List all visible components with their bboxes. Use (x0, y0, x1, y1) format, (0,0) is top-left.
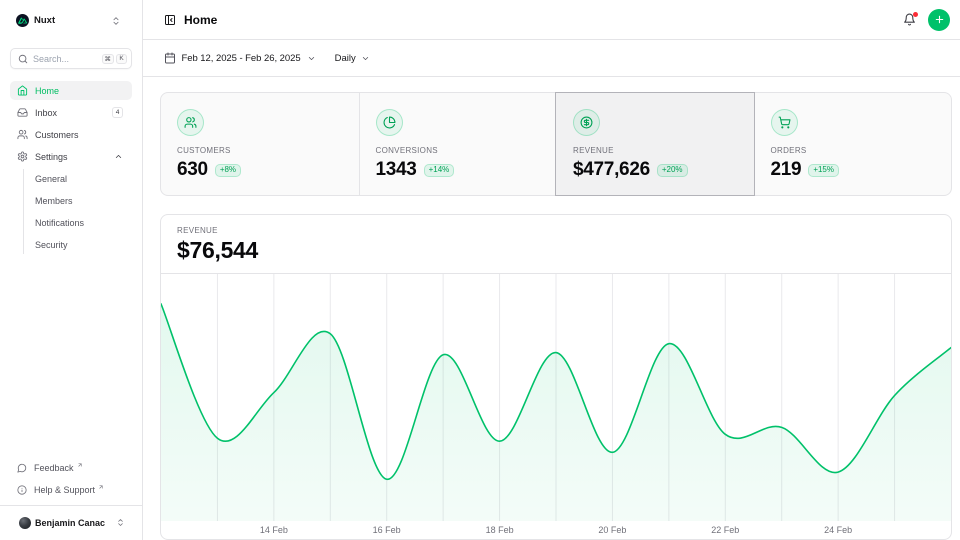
stat-label: CONVERSIONS (375, 146, 438, 155)
chart-total: $76,544 (177, 237, 259, 263)
collapse-sidebar-button[interactable] (164, 14, 176, 26)
notification-dot (913, 11, 918, 17)
stat-delta-badge: +15% (808, 163, 839, 177)
team-name: Nuxt (34, 15, 56, 26)
chart-pie-icon (375, 109, 403, 136)
nuxt-logo (16, 14, 29, 27)
inbox-icon (17, 107, 28, 118)
chart-kicker: REVENUE (177, 226, 218, 235)
search-placeholder: Search... (33, 53, 70, 64)
message-circle-icon (17, 463, 27, 473)
team-selector[interactable]: Nuxt (10, 10, 132, 31)
user-name: Benjamin Canac (35, 517, 106, 528)
sidebar-item-security[interactable]: Security (35, 235, 132, 254)
x-axis-tick: 24 Feb (824, 525, 853, 535)
revenue-area-chart (161, 274, 951, 521)
sidebar-item-settings[interactable]: Settings (10, 147, 132, 166)
date-range-label: Feb 12, 2025 - Feb 26, 2025 (181, 52, 301, 64)
stat-delta-badge: +20% (656, 163, 688, 177)
stat-card-conversions[interactable]: CONVERSIONS 1343 +14% (358, 93, 557, 195)
help-support-label: Help & Support (34, 484, 96, 495)
kbd-k: K (116, 53, 127, 64)
stat-label: CUSTOMERS (177, 146, 231, 155)
x-axis-labels: 14 Feb 16 Feb 18 Feb 20 Feb 22 Feb 24 Feb (161, 521, 951, 539)
sidebar-item-home[interactable]: Home (10, 81, 132, 100)
sidebar-item-label: Inbox (35, 107, 58, 118)
period-select[interactable]: Daily (335, 53, 370, 64)
settings-subnav: General Members Notifications Security (23, 169, 132, 254)
feedback-link[interactable]: Feedback (10, 458, 132, 477)
sidebar-item-notifications[interactable]: Notifications (35, 213, 132, 232)
stat-delta-badge: +14% (423, 163, 455, 177)
sub-item-label: Security (35, 239, 68, 250)
info-icon (17, 484, 27, 495)
revenue-chart-card: REVENUE $76,544 14 Feb 16 Feb 18 Feb 20 Feb… (160, 214, 952, 540)
toolbar: Feb 12, 2025 - Feb 26, 2025 Daily (143, 40, 960, 77)
period-select-value: Daily (334, 52, 356, 64)
main-panel: Home Feb 12, 2025 - Feb 26, 2025 (143, 0, 960, 540)
x-axis-tick: 18 Feb (485, 525, 514, 535)
x-axis-tick: 22 Feb (711, 525, 740, 535)
sidebar-nav: Home Inbox 4 Customers (10, 81, 132, 254)
stat-value: $477,626 (573, 159, 650, 180)
x-axis-tick: 14 Feb (259, 525, 288, 535)
stat-card-customers[interactable]: CUSTOMERS 630 +8% (161, 93, 359, 195)
shopping-cart-icon (770, 109, 798, 136)
inbox-count-badge: 4 (112, 107, 123, 118)
x-axis-tick: 20 Feb (598, 525, 627, 535)
sidebar-item-customers[interactable]: Customers (10, 125, 132, 144)
sidebar-item-label: Settings (35, 151, 68, 162)
calendar-icon (164, 52, 176, 64)
external-link-icon (98, 484, 104, 490)
x-axis-tick: 16 Feb (372, 525, 401, 535)
stat-card-orders[interactable]: ORDERS 219 +15% (754, 93, 952, 195)
stat-value: 219 (770, 159, 802, 180)
chevrons-up-down-icon (116, 518, 125, 527)
user-menu[interactable]: Benjamin Canac (10, 511, 132, 534)
search-shortcut: ⌘ K (101, 53, 127, 64)
users-icon (177, 109, 204, 136)
settings-gear-icon (17, 151, 28, 162)
stat-card-revenue[interactable]: REVENUE $477,626 +20% (556, 93, 754, 195)
stat-value: 630 (177, 159, 208, 180)
sidebar-item-general[interactable]: General (35, 169, 132, 188)
stats-row: CUSTOMERS 630 +8% CONVERSIONS 1343 +14% (160, 92, 952, 196)
stat-value: 1343 (375, 159, 417, 180)
sidebar-item-label: Customers (35, 129, 79, 140)
topbar: Home (143, 0, 960, 40)
sub-item-label: Members (35, 195, 73, 206)
sidebar-item-inbox[interactable]: Inbox 4 (10, 103, 132, 122)
avatar (19, 516, 31, 529)
stat-delta-badge: +8% (214, 163, 242, 177)
chevrons-up-down-icon (111, 16, 121, 26)
kbd-meta: ⌘ (101, 53, 114, 64)
house-icon (17, 85, 28, 96)
sub-item-label: Notifications (35, 217, 85, 228)
chart-header: REVENUE $76,544 (161, 215, 951, 274)
revenue-chart[interactable]: 14 Feb 16 Feb 18 Feb 20 Feb 22 Feb 24 Feb (161, 274, 951, 539)
sidebar-item-label: Home (35, 85, 60, 96)
plus-icon (934, 14, 945, 25)
sidebar: Nuxt Search... ⌘ K (0, 0, 143, 540)
search-icon (18, 54, 28, 64)
page-title: Home (184, 12, 218, 27)
stat-label: REVENUE (573, 146, 614, 155)
chevron-down-icon (361, 54, 370, 63)
external-link-icon (77, 462, 83, 468)
feedback-label: Feedback (34, 462, 74, 473)
stat-label: ORDERS (770, 146, 807, 155)
sidebar-item-members[interactable]: Members (35, 191, 132, 210)
notifications-button[interactable] (903, 11, 918, 26)
sub-item-label: General (35, 173, 68, 184)
help-support-link[interactable]: Help & Support (10, 480, 132, 499)
users-icon (17, 129, 28, 140)
circle-dollar-sign-icon (573, 109, 600, 136)
content: CUSTOMERS 630 +8% CONVERSIONS 1343 +14% (143, 77, 960, 540)
chevron-down-icon (307, 54, 316, 63)
search-input[interactable]: Search... ⌘ K (10, 48, 132, 69)
chevron-up-icon (114, 152, 123, 161)
date-range-picker[interactable]: Feb 12, 2025 - Feb 26, 2025 (164, 52, 316, 64)
add-button[interactable] (928, 8, 950, 31)
